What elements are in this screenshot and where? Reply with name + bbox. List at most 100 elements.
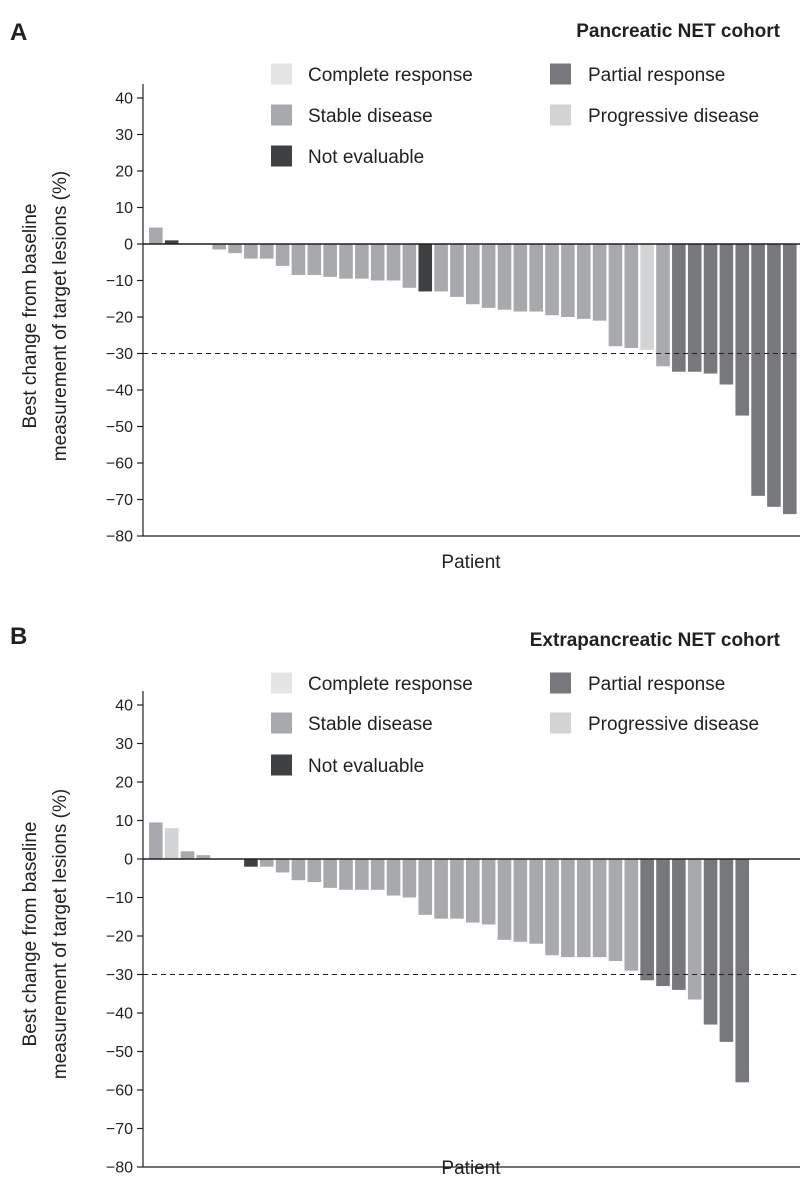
bar-patient-26 bbox=[545, 859, 559, 956]
y-tick-label: −60 bbox=[106, 456, 133, 473]
bar-patient-15 bbox=[370, 859, 385, 890]
bar-patient-31 bbox=[624, 244, 639, 349]
bar-patient-23 bbox=[497, 859, 512, 940]
bar-patient-14 bbox=[355, 244, 369, 279]
bar-patient-4 bbox=[196, 855, 211, 859]
bar-patient-12 bbox=[323, 244, 337, 277]
bar-patient-19 bbox=[434, 859, 448, 919]
bar-patient-36 bbox=[703, 859, 718, 1025]
bar-patient-30 bbox=[608, 859, 623, 962]
bar-patient-16 bbox=[386, 244, 401, 281]
x-axis-title: Patient bbox=[441, 552, 501, 573]
y-tick-label: −80 bbox=[106, 529, 133, 546]
bar-patient-22 bbox=[481, 244, 496, 308]
panel-label: B bbox=[10, 623, 27, 650]
bar-patient-15 bbox=[370, 244, 385, 281]
bar-patient-34 bbox=[672, 859, 686, 990]
legend-swatch-pd bbox=[550, 104, 571, 126]
bar-patient-2 bbox=[164, 828, 179, 859]
bar-patient-17 bbox=[402, 244, 417, 288]
bar-patient-18 bbox=[418, 244, 433, 292]
bar-patient-20 bbox=[450, 859, 464, 919]
bar-patient-25 bbox=[529, 244, 543, 312]
legend-swatch-sd bbox=[271, 712, 292, 734]
bar-patient-39 bbox=[751, 244, 765, 496]
bar-patient-37 bbox=[719, 244, 734, 385]
legend-swatch-pd bbox=[550, 712, 571, 734]
y-axis-title: Best change from baseline measurement of … bbox=[20, 789, 71, 1079]
legend-swatch-cr bbox=[271, 63, 292, 85]
bar-patient-10 bbox=[291, 244, 306, 276]
y-tick-label: 30 bbox=[115, 736, 133, 753]
legend-swatch-ne bbox=[271, 145, 292, 167]
panel-title: Pancreatic NET cohort bbox=[576, 21, 780, 42]
bar-patient-7 bbox=[244, 859, 258, 867]
bar-patient-32 bbox=[640, 244, 654, 350]
bar-patient-9 bbox=[275, 244, 290, 266]
bar-patient-6 bbox=[228, 244, 242, 254]
bar-patient-38 bbox=[735, 244, 750, 416]
bar-patient-17 bbox=[402, 859, 417, 898]
panel-a: A Pancreatic NET cohort Complete response P… bbox=[10, 19, 800, 573]
y-tick-label: 10 bbox=[115, 813, 133, 830]
bar-patient-2 bbox=[164, 240, 179, 244]
bar-patient-1 bbox=[149, 227, 163, 244]
bar-patient-32 bbox=[640, 859, 654, 981]
y-tick-label: −10 bbox=[106, 890, 133, 907]
bar-patient-29 bbox=[592, 244, 607, 321]
panel-label: A bbox=[10, 19, 27, 46]
bar-patient-33 bbox=[656, 244, 670, 367]
bar-patient-35 bbox=[687, 859, 702, 1000]
y-tick-label: 30 bbox=[115, 127, 133, 144]
x-axis-title: Patient bbox=[441, 1158, 501, 1179]
legend-label-pd: Progressive disease bbox=[588, 106, 759, 127]
bar-patient-21 bbox=[466, 244, 480, 305]
bar-patient-21 bbox=[466, 859, 480, 923]
bar-patient-38 bbox=[735, 859, 750, 1083]
bar-patient-11 bbox=[307, 244, 322, 276]
legend-label-pr: Partial response bbox=[588, 674, 725, 695]
y-tick-label: 20 bbox=[115, 775, 133, 792]
panel-b: B Extrapancreatic NET cohort Complete resp… bbox=[10, 623, 800, 1179]
bar-patient-26 bbox=[545, 244, 559, 316]
y-tick-label: 40 bbox=[115, 91, 133, 108]
y-tick-label: −20 bbox=[106, 929, 133, 946]
y-tick-label: −20 bbox=[106, 310, 133, 327]
legend-label-sd: Stable disease bbox=[308, 106, 433, 127]
panel-title: Extrapancreatic NET cohort bbox=[530, 630, 781, 651]
legend-label-cr: Complete response bbox=[308, 65, 473, 86]
bar-patient-29 bbox=[592, 859, 607, 958]
legend-label-pr: Partial response bbox=[588, 65, 725, 86]
y-tick-label: 0 bbox=[124, 852, 133, 869]
legend-swatch-sd bbox=[271, 104, 292, 126]
bar-patient-27 bbox=[561, 244, 575, 317]
bar-patient-30 bbox=[608, 244, 623, 347]
y-tick-label: −50 bbox=[106, 419, 133, 436]
bar-patient-28 bbox=[576, 859, 591, 958]
y-axis-title-line: Best change from baseline bbox=[20, 204, 41, 429]
y-axis-title-line: Best change from baseline bbox=[20, 822, 41, 1047]
bar-patient-33 bbox=[656, 859, 670, 987]
legend-swatch-ne bbox=[271, 754, 292, 776]
legend-label-sd: Stable disease bbox=[308, 714, 433, 735]
y-tick-label: −70 bbox=[106, 1121, 133, 1138]
bar-patient-8 bbox=[259, 859, 274, 867]
legend-swatch-pr bbox=[550, 63, 571, 85]
bar-patient-25 bbox=[529, 859, 543, 944]
bar-patient-31 bbox=[624, 859, 639, 971]
bar-patient-8 bbox=[259, 244, 274, 259]
y-tick-label: −30 bbox=[106, 967, 133, 984]
bar-patient-18 bbox=[418, 859, 433, 915]
y-tick-label: −80 bbox=[106, 1160, 133, 1177]
legend-swatch-cr bbox=[271, 672, 292, 694]
legend-label-pd: Progressive disease bbox=[588, 714, 759, 735]
y-tick-label: 0 bbox=[124, 237, 133, 254]
bar-patient-1 bbox=[149, 822, 163, 859]
bar-patient-20 bbox=[450, 244, 464, 297]
bar-patient-16 bbox=[386, 859, 401, 896]
legend-label-ne: Not evaluable bbox=[308, 756, 424, 777]
bar-patient-19 bbox=[434, 244, 448, 292]
bar-patient-28 bbox=[576, 244, 591, 319]
bar-patient-37 bbox=[719, 859, 734, 1042]
